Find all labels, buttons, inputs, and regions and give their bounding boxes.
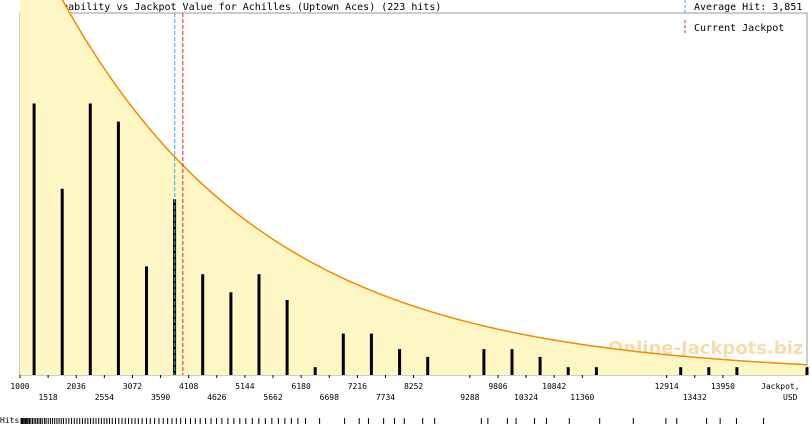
hit-bar [201,274,205,375]
x-tick-label: 1518 [38,393,57,402]
x-tick-label: 10842 [542,382,566,391]
x-tick-label: 3072 [123,382,142,391]
hit-bar [88,103,92,375]
probability-area-layer [20,0,808,375]
hit-bar [566,367,570,375]
hit-bar [60,188,64,375]
hit-bar [482,349,486,375]
hits-label: Hits [0,416,19,425]
x-tick-label: 13432 [683,393,707,402]
hit-bar [257,274,261,375]
x-tick-label: 8252 [404,382,423,391]
x-tick-label: 11360 [570,393,594,402]
x-tick-label: 9288 [460,393,479,402]
chart-title: Hit Probability vs Jackpot Value for Ach… [20,2,441,13]
hit-bar [398,349,402,375]
x-tick-label: 1000 [10,382,29,391]
hit-bar [229,292,233,375]
hit-bar [707,367,711,375]
hit-bar [145,266,148,375]
x-tick-label: 6698 [320,393,339,402]
hit-bar [285,300,289,375]
probability-area [20,0,807,375]
x-tick-label: 7216 [348,382,367,391]
hit-bar [369,333,373,375]
x-axis-label: Jackpot, [761,382,800,391]
hit-bar [594,367,598,375]
x-tick-label: 9806 [488,382,507,391]
hits-rug [20,418,765,424]
probability-curve [61,0,808,366]
x-tick-label: 4626 [207,393,226,402]
x-axis-ticks: 1000 2036 3072 4108 5144 6180 7216 8252 9806 1084… [10,375,735,402]
hit-bar [32,103,36,375]
x-tick-label: 12914 [655,382,679,391]
hit-bar [510,349,514,375]
hit-bars-layer [32,103,809,375]
x-tick-label: 2554 [95,393,114,402]
x-tick-label: 13950 [711,382,735,391]
hit-bar [341,333,345,375]
x-tick-label: 10324 [514,393,538,402]
legend: Average Hit: 3,851 Current Jackpot [684,0,802,34]
hit-bar [679,367,683,375]
x-tick-label: 6180 [292,382,311,391]
legend-average-label: Average Hit: 3,851 [694,2,802,13]
x-tick-label: 2036 [67,382,86,391]
x-tick-label: 3590 [151,393,170,402]
hit-bar [116,121,120,375]
hit-bar [538,356,542,375]
x-tick-label: 5144 [235,382,254,391]
hit-bar [805,367,809,375]
x-axis-unit: USD [783,393,798,402]
hit-bar [735,367,739,375]
x-tick-label: 5662 [263,393,282,402]
hit-bar [426,356,430,375]
hit-bar [313,367,317,375]
marker-lines-layer [174,13,184,375]
hit-bar [173,199,177,375]
x-tick-label: 4108 [179,382,198,391]
x-tick-label: 7734 [376,393,395,402]
legend-current-label: Current Jackpot [694,23,784,34]
